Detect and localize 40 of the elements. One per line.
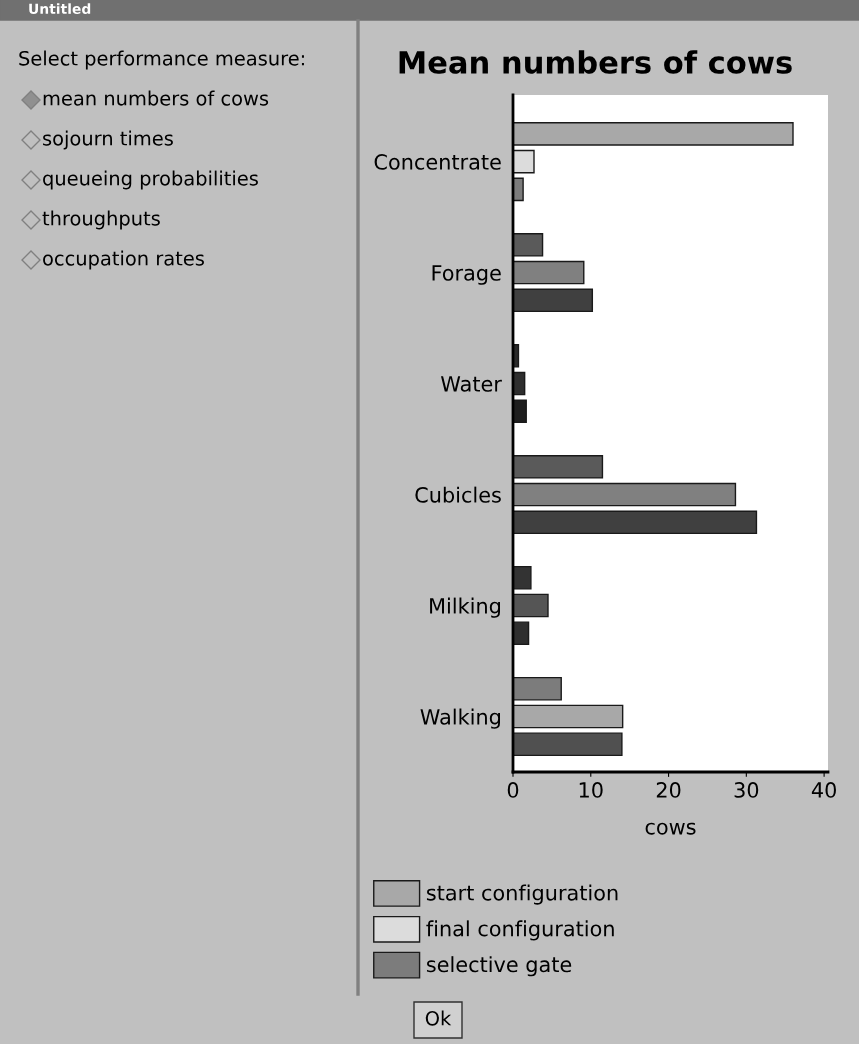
text: occupation rates [43, 250, 204, 270]
text: Untitled [29, 3, 91, 15]
y-tick-label: Water [440, 376, 502, 392]
bar [513, 732, 623, 757]
legend-label: start configuration [426, 884, 618, 905]
legend-label: final configuration [426, 920, 614, 941]
bar [513, 455, 604, 479]
bar [513, 510, 758, 535]
bar [513, 399, 527, 424]
text: mean numbers of cows [43, 90, 269, 106]
bar [513, 260, 585, 285]
text: sojourn times [43, 130, 173, 150]
text: Ok [425, 1010, 452, 1026]
chart-title: Mean numbers of cows [399, 50, 792, 74]
bar [513, 177, 524, 202]
text: throughputs [42, 210, 160, 230]
x-tick-label: 10 [579, 782, 603, 798]
bar [513, 593, 549, 618]
x-tick-label: 30 [734, 782, 759, 798]
y-tick-label: Milking [430, 597, 500, 618]
bar [513, 704, 624, 729]
x-tick-label: 0 [507, 782, 519, 798]
bar [513, 676, 562, 701]
text: Select performance measure: [19, 50, 304, 70]
y-tick-label: Forage [432, 265, 501, 285]
bar [513, 288, 594, 313]
x-tick-label: 20 [656, 782, 681, 798]
text: queueing probabilities [43, 170, 258, 190]
bar [513, 233, 544, 257]
bar [513, 482, 737, 507]
y-tick-label: Cubicles [415, 486, 501, 503]
x-tick-label: 40 [811, 782, 836, 798]
y-tick-label: Walking [420, 708, 500, 729]
x-axis-title: cows [645, 822, 696, 835]
bar [513, 565, 532, 590]
y-tick-label: Concentrate [374, 154, 501, 170]
bar [513, 149, 535, 174]
legend-label: selective gate [426, 956, 572, 977]
bar [513, 122, 794, 146]
bar [513, 621, 530, 646]
